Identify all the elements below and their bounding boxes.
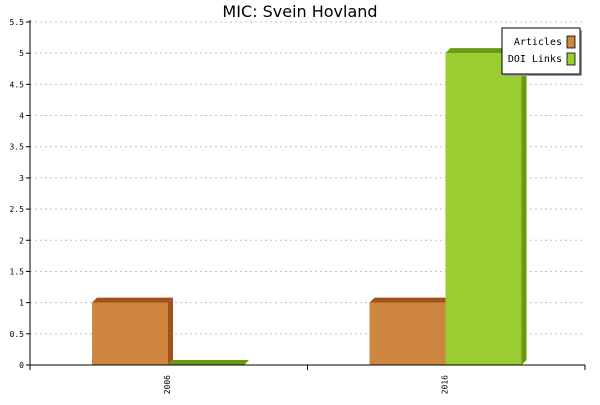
x-tick-label: 2016 — [441, 375, 450, 394]
bar-top — [369, 297, 451, 303]
bars — [92, 48, 527, 365]
bar-front — [92, 302, 168, 365]
y-tick-label: 4 — [19, 112, 24, 121]
axes: 0 0.5 1 1.5 2 2.5 3 3.5 4 4.5 5 5.5 2006 2016 — [10, 18, 586, 394]
legend-swatch — [566, 52, 576, 66]
y-tick-label: 0.5 — [10, 330, 25, 339]
bar-top — [168, 360, 249, 365]
legend-label: Articles — [514, 37, 562, 48]
bar-front — [369, 302, 446, 365]
bar-side — [521, 48, 527, 365]
bar-front — [445, 53, 522, 365]
legend-swatch — [566, 35, 576, 49]
y-tick-label: 1.5 — [10, 267, 25, 276]
y-tick-label: 2 — [19, 236, 24, 245]
y-tick-label: 3.5 — [10, 143, 25, 152]
y-tick-label: 3 — [19, 174, 24, 183]
legend-label: DOI Links — [508, 54, 562, 65]
y-tick-label: 2.5 — [10, 205, 25, 214]
y-tick-label: 5 — [19, 49, 24, 58]
legend-box — [501, 27, 581, 75]
bar-top — [92, 297, 173, 303]
legend: Articles DOI Links — [501, 27, 582, 76]
y-tick-label: 1 — [19, 299, 24, 308]
y-tick-label: 5.5 — [10, 18, 25, 27]
bar-side — [168, 297, 173, 365]
chart-title: MIC: Svein Hovland — [222, 2, 377, 21]
y-tick-label: 4.5 — [10, 80, 25, 89]
x-tick-label: 2006 — [163, 375, 172, 394]
y-tick-label: 0 — [19, 361, 24, 370]
